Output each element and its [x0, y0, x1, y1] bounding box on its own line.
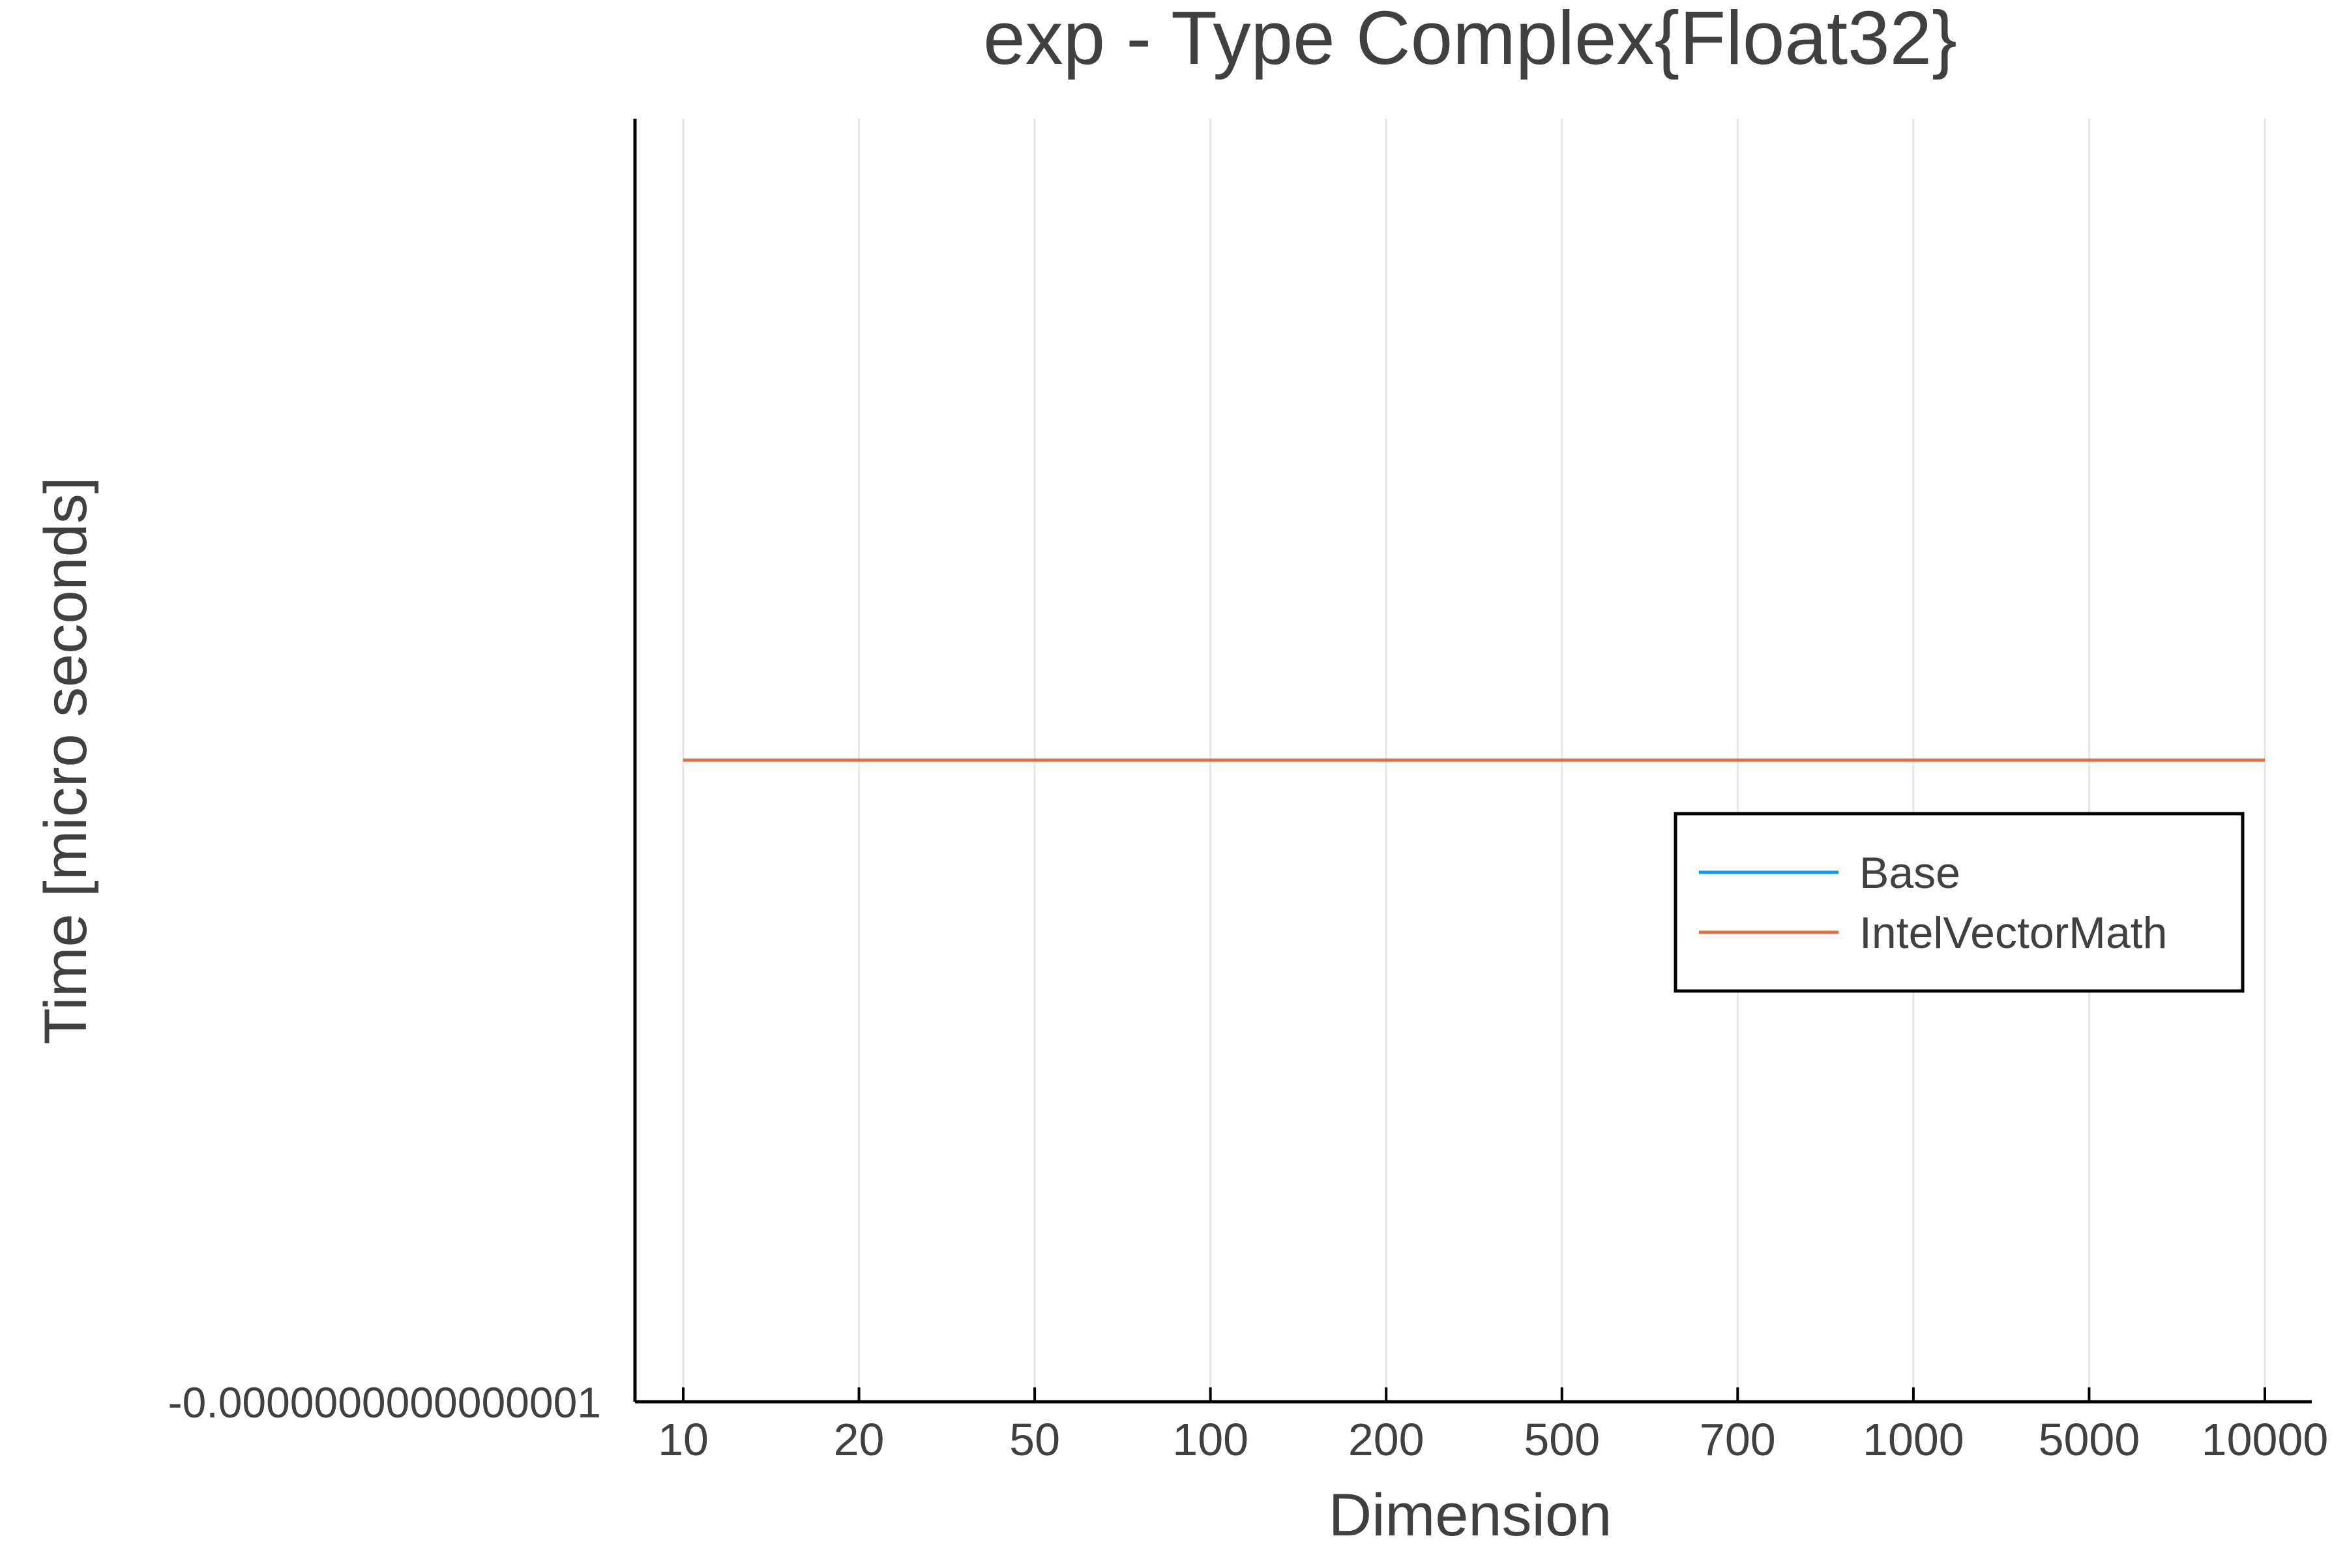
y-axis-label: Time [micro seconds] [33, 477, 99, 1045]
x-tick-label: 10000 [2202, 1414, 2329, 1465]
legend-box [1674, 812, 2245, 993]
x-ticks: 10 20 50 100 200 500 700 1000 5000 10000 [658, 1387, 2328, 1465]
y-tick-label: -0.0000000000000001 [168, 1378, 601, 1427]
x-tick-label: 700 [1700, 1414, 1776, 1465]
legend-label: IntelVectorMath [1859, 908, 2167, 958]
x-tick-label: 50 [1009, 1414, 1060, 1465]
chart-title: exp - Type Complex{Float32} [983, 0, 1957, 80]
x-tick-label: 5000 [2039, 1414, 2140, 1465]
x-tick-label: 500 [1524, 1414, 1600, 1465]
x-tick-label: 200 [1348, 1414, 1424, 1465]
x-axis-label: Dimension [1329, 1482, 1612, 1548]
x-tick-label: 100 [1172, 1414, 1248, 1465]
legend-items: Base IntelVectorMath [1699, 848, 2167, 958]
y-ticks: -0.0000000000000001 [168, 1378, 601, 1427]
x-tick-label: 10 [658, 1414, 709, 1465]
legend: Base IntelVectorMath [1674, 812, 2245, 993]
x-tick-label: 1000 [1863, 1414, 1964, 1465]
x-tick-label: 20 [834, 1414, 885, 1465]
legend-label: Base [1859, 848, 1960, 898]
